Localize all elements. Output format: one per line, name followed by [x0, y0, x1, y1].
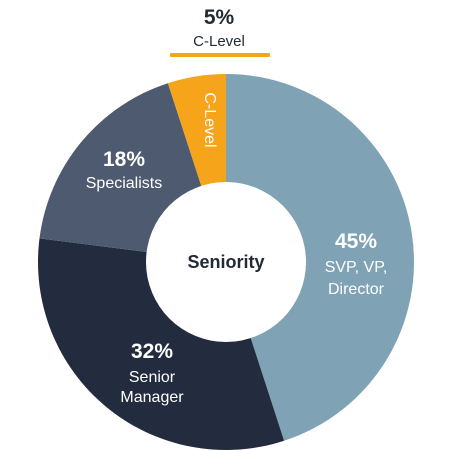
center-label: Seniority: [187, 252, 264, 272]
callout-percent: 5%: [204, 6, 235, 29]
slice-label-0-line-0: SVP, VP,: [325, 259, 388, 276]
slice-label-0-line-1: Director: [328, 281, 385, 298]
slice-label-2-line-0: Specialists: [86, 175, 162, 192]
slice-percent-1: 32%: [131, 340, 173, 363]
slice-label-1-line-1: Manager: [120, 389, 184, 406]
slice-label-1-line-0: Senior: [129, 369, 176, 386]
callout-label: C-Level: [193, 33, 245, 50]
donut-hole: [146, 182, 306, 342]
slice-percent-0: 45%: [335, 230, 377, 253]
slice-0: [226, 74, 414, 441]
slice-percent-2: 18%: [103, 148, 145, 171]
slice-labels: 45% SVP, VP, Director 32% Senior Manager 18% Sp…: [86, 92, 388, 406]
slice-label-3: C-Level: [201, 92, 218, 147]
callout-underline: [170, 53, 270, 57]
